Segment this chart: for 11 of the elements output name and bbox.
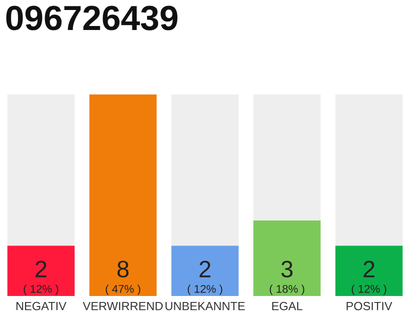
data-label: 2 ( 12% ) xyxy=(188,260,222,296)
x-tick-label: NEGATIV xyxy=(16,302,66,310)
data-label: 8 ( 47% ) xyxy=(106,260,140,296)
data-label: 2 ( 12% ) xyxy=(24,260,58,296)
data-label: 3 ( 18% ) xyxy=(270,260,304,296)
x-tick-label: UNBEKANNTE xyxy=(166,302,245,310)
x-tick-label: VERWIRREND xyxy=(82,302,163,310)
x-tick-label: POSITIV xyxy=(346,302,392,310)
data-label: 2 ( 12% ) xyxy=(352,260,386,296)
chart-title: 096726439 xyxy=(6,6,178,30)
x-tick-label: EGAL xyxy=(272,302,302,310)
